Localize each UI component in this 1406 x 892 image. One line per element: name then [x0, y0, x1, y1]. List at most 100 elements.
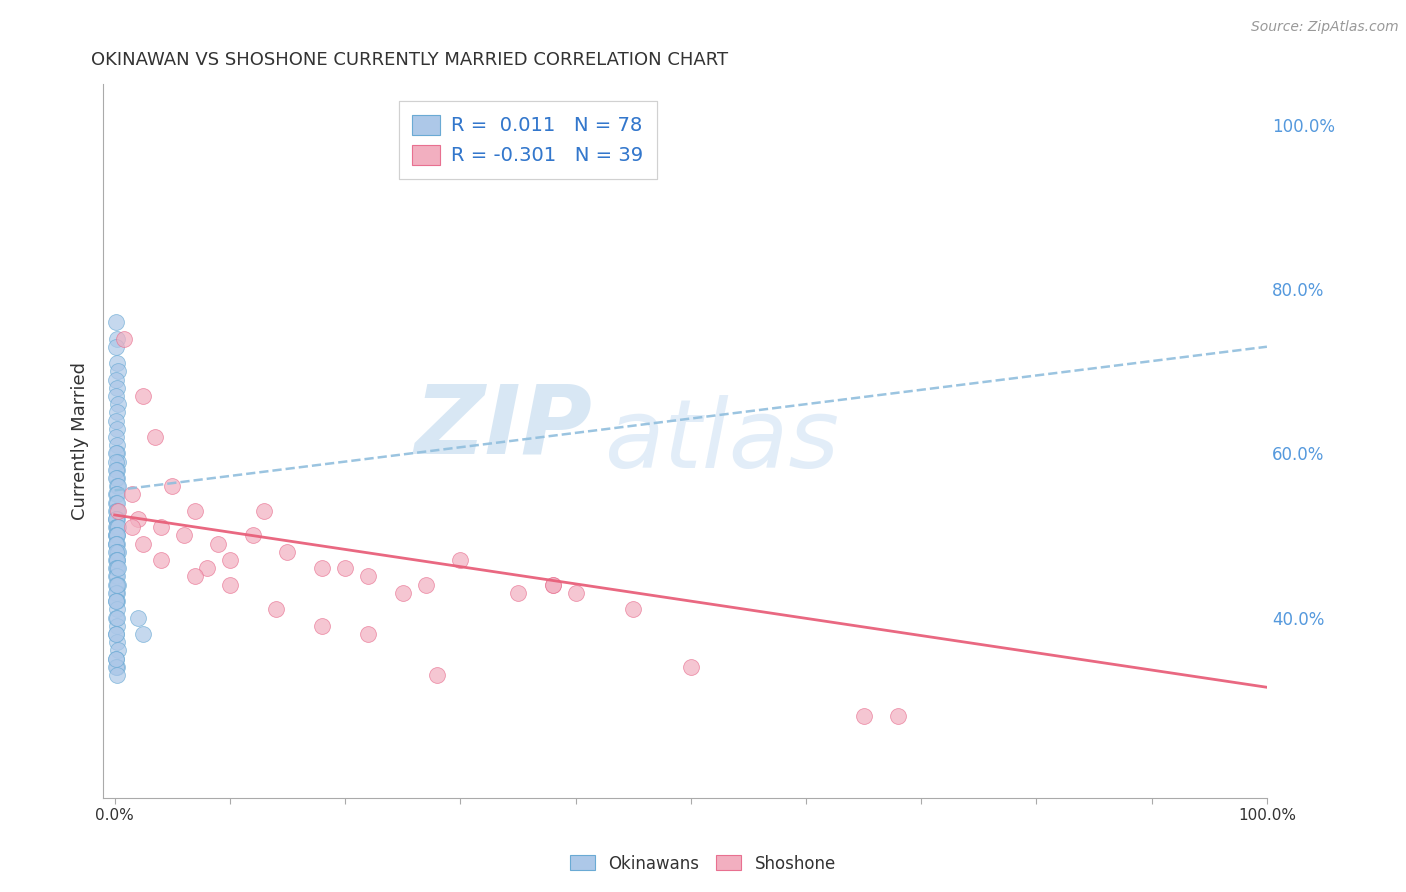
Point	[104, 586, 127, 600]
Point	[105, 668, 128, 682]
Legend: Okinawans, Shoshone: Okinawans, Shoshone	[564, 848, 842, 880]
Point	[149, 553, 172, 567]
Point	[105, 463, 128, 477]
Point	[253, 504, 276, 518]
Point	[541, 577, 564, 591]
Point	[107, 545, 129, 559]
Legend: R =  0.011   N = 78, R = -0.301   N = 39: R = 0.011 N = 78, R = -0.301 N = 39	[399, 101, 657, 179]
Point	[105, 405, 128, 419]
Point	[104, 471, 127, 485]
Point	[621, 602, 644, 616]
Point	[105, 635, 128, 649]
Point	[195, 561, 218, 575]
Point	[264, 602, 287, 616]
Point	[104, 577, 127, 591]
Point	[104, 512, 127, 526]
Point	[357, 569, 380, 583]
Point	[105, 618, 128, 632]
Point	[162, 479, 184, 493]
Point	[105, 487, 128, 501]
Point	[104, 430, 127, 444]
Point	[105, 512, 128, 526]
Point	[104, 594, 127, 608]
Point	[104, 512, 127, 526]
Point	[127, 610, 149, 624]
Point	[121, 520, 143, 534]
Point	[105, 561, 128, 575]
Point	[104, 487, 127, 501]
Point	[105, 553, 128, 567]
Point	[449, 553, 471, 567]
Point	[105, 586, 128, 600]
Point	[105, 569, 128, 583]
Point	[184, 504, 207, 518]
Text: ZIP: ZIP	[413, 380, 592, 474]
Point	[541, 577, 564, 591]
Point	[143, 430, 166, 444]
Point	[104, 536, 127, 550]
Point	[207, 536, 229, 550]
Point	[415, 577, 437, 591]
Point	[679, 659, 702, 673]
Point	[104, 528, 127, 542]
Point	[104, 389, 127, 403]
Point	[149, 520, 172, 534]
Point	[218, 577, 240, 591]
Point	[105, 504, 128, 518]
Point	[121, 487, 143, 501]
Point	[104, 594, 127, 608]
Point	[104, 414, 127, 428]
Point	[426, 668, 449, 682]
Point	[104, 553, 127, 567]
Point	[105, 520, 128, 534]
Point	[112, 332, 135, 346]
Point	[105, 553, 128, 567]
Point	[333, 561, 356, 575]
Point	[104, 504, 127, 518]
Point	[104, 495, 127, 509]
Point	[311, 561, 333, 575]
Point	[104, 315, 127, 329]
Point	[104, 446, 127, 460]
Point	[105, 471, 128, 485]
Point	[852, 709, 875, 723]
Point	[104, 463, 127, 477]
Point	[104, 340, 127, 354]
Point	[184, 569, 207, 583]
Point	[105, 536, 128, 550]
Point	[105, 545, 128, 559]
Point	[132, 536, 155, 550]
Point	[105, 495, 128, 509]
Point	[105, 422, 128, 436]
Point	[218, 553, 240, 567]
Point	[104, 627, 127, 641]
Point	[127, 512, 149, 526]
Point	[107, 561, 129, 575]
Text: OKINAWAN VS SHOSHONE CURRENTLY MARRIED CORRELATION CHART: OKINAWAN VS SHOSHONE CURRENTLY MARRIED C…	[91, 51, 728, 69]
Point	[104, 561, 127, 575]
Point	[132, 627, 155, 641]
Point	[105, 520, 128, 534]
Point	[104, 569, 127, 583]
Point	[173, 528, 195, 542]
Text: Source: ZipAtlas.com: Source: ZipAtlas.com	[1251, 20, 1399, 34]
Point	[104, 651, 127, 665]
Point	[105, 610, 128, 624]
Point	[105, 438, 128, 452]
Point	[276, 545, 298, 559]
Point	[104, 520, 127, 534]
Point	[105, 659, 128, 673]
Point	[107, 397, 129, 411]
Point	[107, 577, 129, 591]
Point	[107, 454, 129, 468]
Point	[107, 504, 129, 518]
Point	[311, 618, 333, 632]
Point	[105, 577, 128, 591]
Point	[107, 364, 129, 378]
Point	[107, 479, 129, 493]
Point	[105, 332, 128, 346]
Point	[105, 602, 128, 616]
Point	[105, 381, 128, 395]
Point	[104, 610, 127, 624]
Point	[105, 594, 128, 608]
